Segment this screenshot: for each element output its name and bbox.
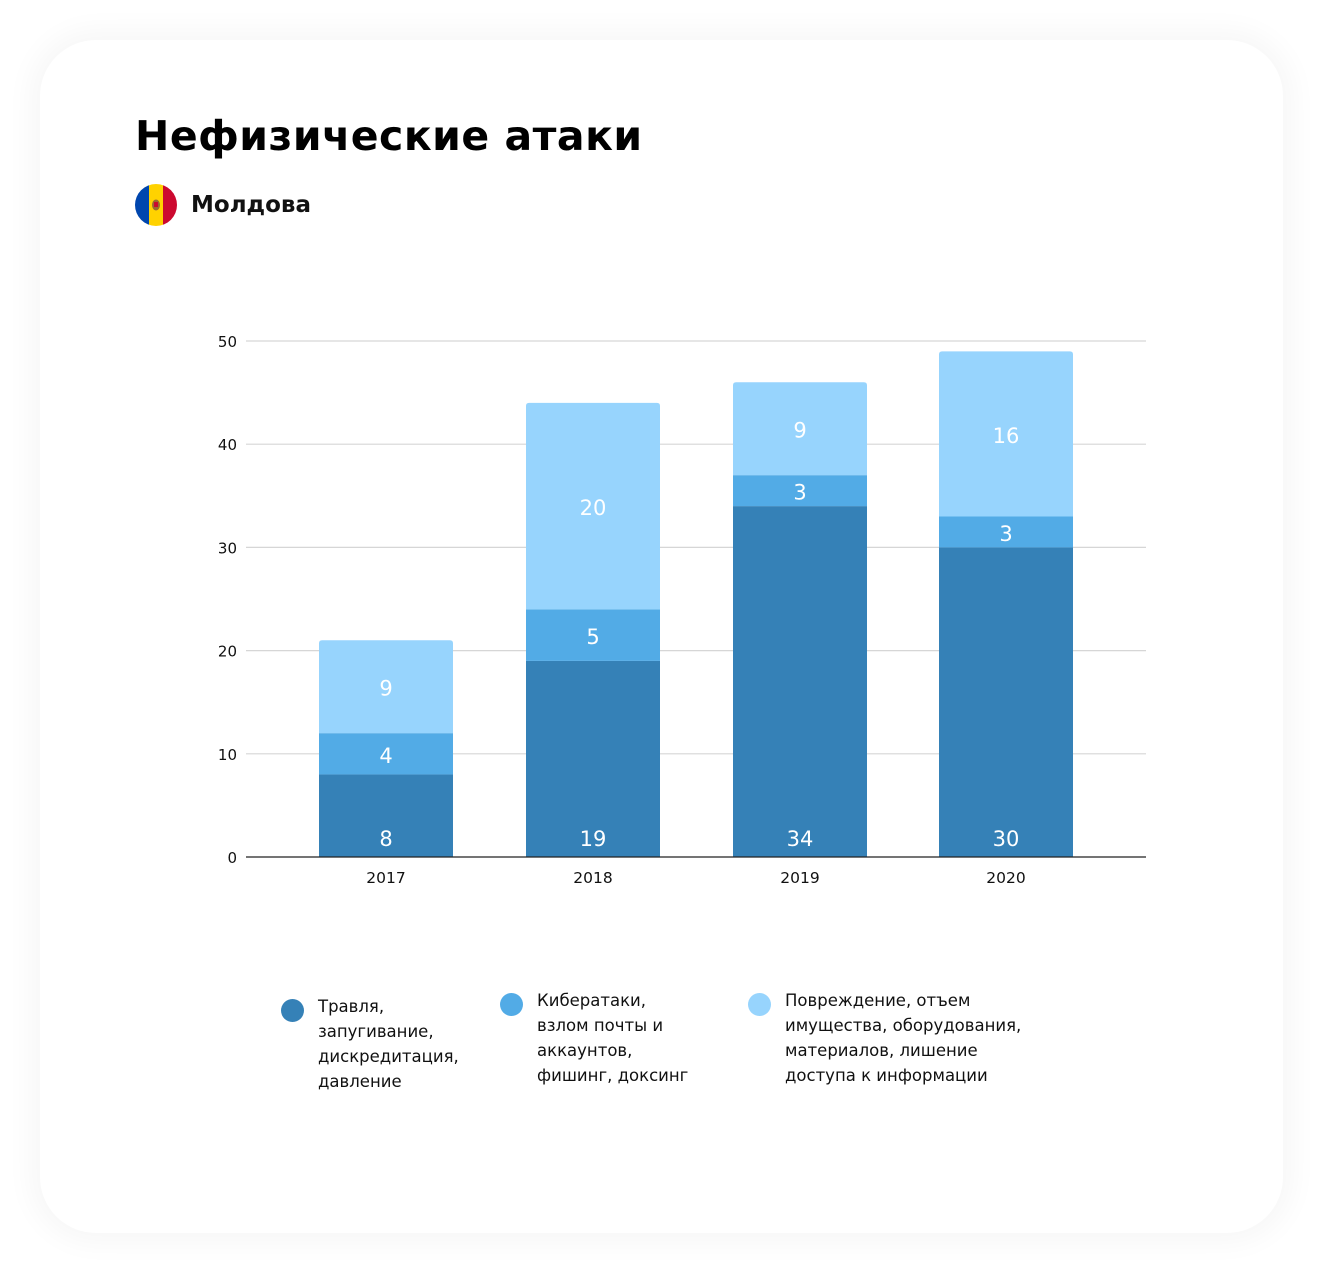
bar-value-label: 19 (580, 827, 607, 851)
y-tick-label: 40 (218, 436, 237, 454)
stacked-bar-chart: 0 10 20 30 40 50 8 4 9 2017 19 5 20 2018 34 3 9 2019 30 3 16… (218, 333, 1146, 887)
x-tick-label: 2020 (986, 869, 1025, 887)
y-tick-label: 30 (218, 539, 237, 557)
legend-item-cyberattacks: Кибератаки, взлом почты и аккаунтов, фиш… (500, 988, 688, 1088)
bar-value-label: 5 (586, 625, 599, 649)
bar-value-label: 9 (379, 677, 392, 701)
legend-label-cyberattacks: Кибератаки, взлом почты и аккаунтов, фиш… (537, 991, 689, 1085)
country-name: Молдова (191, 192, 311, 218)
bar-segment (526, 402, 660, 610)
bar-value-label: 3 (999, 522, 1012, 546)
chart-card (40, 40, 1283, 1233)
bar-segment (939, 516, 1073, 548)
y-tick-label: 50 (218, 333, 237, 351)
bar-value-label: 9 (793, 419, 806, 443)
bar-value-label: 30 (993, 827, 1020, 851)
y-tick-label: 0 (227, 849, 237, 867)
x-tick-label: 2018 (573, 869, 612, 887)
legend-swatch-harassment (281, 999, 304, 1022)
chart-title: Нефизические атаки (135, 112, 643, 160)
x-tick-label: 2017 (366, 869, 405, 887)
bar-value-label: 3 (793, 481, 806, 505)
legend-item-property-damage: Повреждение, отъем имущества, оборудован… (748, 988, 1021, 1088)
bar-segment (526, 660, 660, 857)
bar-value-label: 34 (787, 827, 814, 851)
bar-segment (733, 506, 867, 857)
legend-label-property-damage: Повреждение, отъем имущества, оборудован… (785, 991, 1022, 1085)
bar-value-label: 16 (993, 424, 1020, 448)
bar-segment (319, 733, 453, 775)
bar-segment (319, 774, 453, 857)
bar-segment (733, 382, 867, 476)
moldova-flag-icon (135, 184, 177, 226)
x-tick-label: 2019 (780, 869, 819, 887)
legend-label-harassment: Травля, запугивание, дискредитация, давл… (318, 997, 459, 1091)
country-header: Молдова (135, 184, 311, 226)
legend-swatch-property-damage (748, 993, 771, 1016)
bar-value-label: 8 (379, 827, 392, 851)
bar-segment (526, 609, 660, 661)
legend-swatch-cyberattacks (500, 993, 523, 1016)
y-tick-label: 10 (218, 746, 237, 764)
bar-segment (733, 475, 867, 507)
bar-value-label: 4 (379, 744, 392, 768)
bar-segment (939, 351, 1073, 517)
bar-segment (319, 640, 453, 734)
bar-segment (939, 547, 1073, 857)
legend-item-harassment: Травля, запугивание, дискредитация, давл… (281, 994, 459, 1094)
y-tick-label: 20 (218, 643, 237, 661)
bar-value-label: 20 (580, 496, 607, 520)
